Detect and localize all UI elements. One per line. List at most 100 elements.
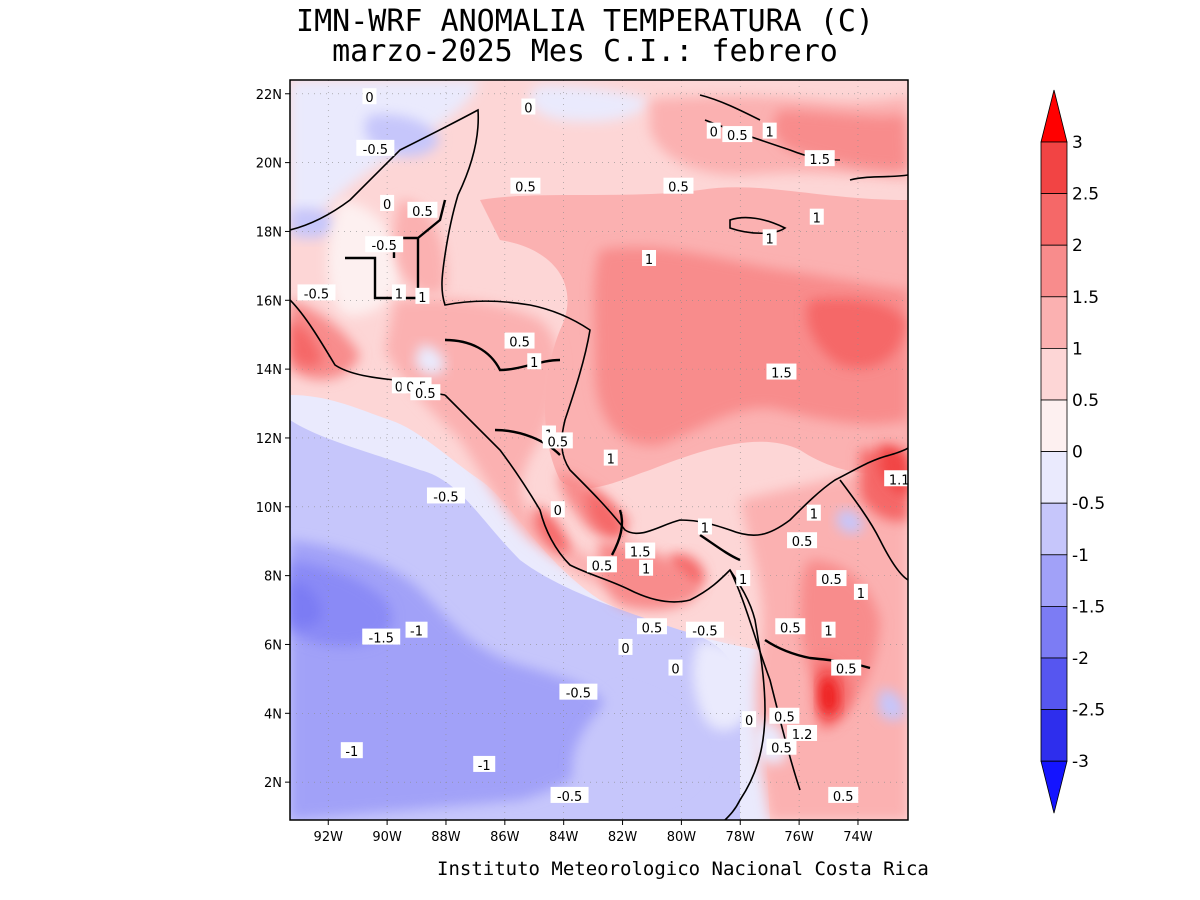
colorbar-swatch (1040, 451, 1068, 504)
contour-label: 0.5 (547, 435, 568, 450)
contour-label: -0.5 (692, 625, 717, 640)
axis-layer: 22N 20N 18N 16N 14N 12N 10N 8N 6N 4N 2N 92W 90W 88W 86… (256, 88, 873, 845)
map-title-line1: IMN-WRF ANOMALIA TEMPERATURA (C) (296, 4, 874, 39)
contour-label: 0.5 (515, 181, 536, 196)
jamaica (729, 216, 787, 235)
contour-label: -1 (478, 759, 491, 774)
contour-label-bg (426, 487, 465, 504)
contour-label: 1 (857, 587, 865, 602)
contour-label: 1 (645, 253, 653, 268)
contour-label: 1 (813, 212, 821, 227)
contour-label: -1.5 (369, 632, 394, 647)
colorbar-swatch (1040, 141, 1068, 194)
lon-tick-label: 90W (372, 830, 402, 845)
contour-label: 1 (395, 287, 403, 302)
lat-tick-label: 10N (256, 501, 282, 516)
contour-label: 1 (766, 232, 774, 247)
contour-label-bg (380, 194, 395, 211)
contour-label-bg (365, 236, 404, 253)
contour-label-bg (884, 470, 908, 487)
contour-label: -0.5 (371, 239, 396, 254)
lon-tick-label: 80W (667, 830, 697, 845)
contour-label-bg (405, 621, 428, 638)
lat-tick-label: 22N (256, 88, 282, 103)
contour-labels: 0 0 0 0.5 1 -0.5 1.5 0.5 0.5 0 0.5 1 -0.5 1 1 -0.5 1 1 0.5… (297, 88, 908, 805)
contour-label-bg (504, 332, 535, 349)
contour-label: 1.5 (630, 546, 651, 561)
contour-label: 0.5 (412, 205, 433, 220)
contour-label-bg (407, 201, 438, 218)
contour-label: -0.5 (363, 143, 388, 158)
contour-label-bg (766, 363, 797, 380)
contour-label-bg (356, 139, 395, 156)
lon-tick-label: 86W (490, 830, 520, 845)
contour-label: 0 (395, 380, 403, 395)
contour-label: 0.5 (792, 535, 813, 550)
contour-label-bg (362, 628, 401, 645)
colombia-venezuela-border (839, 479, 908, 581)
contour-label-bg (816, 570, 847, 587)
contour-label-bg (473, 755, 496, 772)
contour-label: 1 (642, 563, 650, 578)
map-title-line2: marzo-2025 Mes C.I.: febrero (332, 34, 838, 69)
colorbar-label: -2 (1072, 649, 1089, 669)
contour-label: 1 (810, 508, 818, 523)
lat-tick-label: 14N (256, 363, 282, 378)
contour-label-bg (642, 249, 657, 266)
contour-label: -0.5 (304, 287, 329, 302)
contour-label: 0.5 (415, 387, 436, 402)
colorbar-swatch (1040, 554, 1068, 607)
contour-label: 0.5 (833, 790, 854, 805)
contour-label-bg (736, 570, 751, 587)
contour-label-bg (775, 618, 806, 635)
lat-tick-label: 8N (264, 570, 282, 585)
contour-label-bg (722, 126, 753, 143)
contour-label: 0.5 (592, 559, 613, 574)
lat-tick-label: 6N (264, 638, 282, 653)
contour-label: 1 (530, 356, 538, 371)
colorbar-swatch (1040, 347, 1068, 401)
contour-label: 0 (710, 126, 718, 141)
contour-label: 0.5 (774, 711, 795, 726)
belize-honduras-coast (441, 254, 908, 536)
contour-label-bg (410, 384, 441, 401)
contour-label-bg (828, 786, 859, 803)
contour-label-bg (663, 177, 694, 194)
colorbar-arrow-top (1040, 89, 1068, 143)
contour-label-bg (618, 638, 633, 655)
contour-label: 0 (671, 663, 679, 678)
colorbar-swatch (1040, 244, 1068, 298)
contour-label-bg (521, 98, 536, 115)
contour-label-bg (697, 518, 712, 535)
contour-label-bg (625, 542, 656, 559)
contour-label-bg (542, 432, 573, 449)
colorbar-label: -2.5 (1072, 701, 1105, 721)
contour-label: 0.5 (771, 742, 792, 757)
colorbar-swatch (1040, 399, 1068, 452)
anomaly-region-neg2b (290, 580, 321, 627)
colorbar-label: 1 (1072, 339, 1083, 359)
contour-label: 0 (383, 198, 391, 213)
contour-label: 0.5 (780, 621, 801, 636)
contour-label-bg (668, 659, 683, 676)
colorbar-swatch (1040, 657, 1068, 710)
lon-tick-label: 74W (843, 830, 873, 845)
contour-label-bg (297, 284, 336, 301)
colorbar-swatch (1040, 296, 1068, 349)
colorbar-swatch (1040, 606, 1068, 659)
contour-label-bg (821, 621, 836, 638)
contour-label-bg (550, 501, 565, 518)
colorbar-label: -3 (1072, 752, 1089, 772)
lon-tick-label: 82W (608, 830, 638, 845)
anomaly-region-pos15 (593, 247, 908, 446)
contour-label-bg (762, 229, 777, 246)
contour-label-bg (586, 556, 617, 573)
field-layer: 0 0 0 0.5 1 -0.5 1.5 0.5 0.5 0 0.5 1 -0.5 1 1 -0.5 1 1 0.5… (290, 80, 908, 820)
contour-label-bg (636, 618, 667, 635)
contour-label: 0.5 (836, 663, 857, 678)
contour-label-bg (742, 711, 757, 728)
contour-label-bg (527, 353, 542, 370)
contour-label: -1 (410, 625, 423, 640)
contour-label-bg (639, 559, 654, 576)
